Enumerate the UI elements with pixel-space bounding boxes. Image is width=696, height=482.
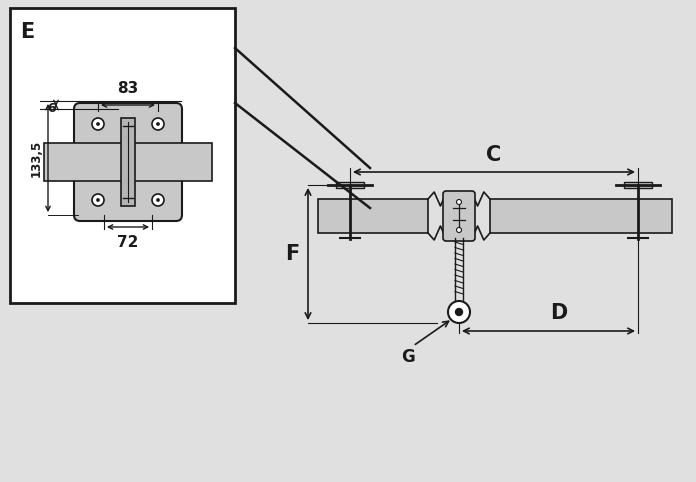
Bar: [10, 8, 235, 303]
Text: 83: 83: [118, 81, 139, 96]
FancyBboxPatch shape: [443, 191, 475, 241]
Circle shape: [97, 122, 100, 125]
Text: G: G: [401, 348, 415, 366]
Circle shape: [457, 200, 461, 204]
FancyBboxPatch shape: [74, 103, 182, 221]
Circle shape: [97, 199, 100, 201]
Text: 72: 72: [118, 235, 139, 250]
Bar: [624, 182, 652, 188]
Circle shape: [455, 308, 463, 316]
Circle shape: [157, 122, 159, 125]
Bar: [490, 199, 672, 233]
Circle shape: [457, 228, 461, 232]
Circle shape: [152, 194, 164, 206]
Bar: [318, 199, 428, 233]
Circle shape: [448, 301, 470, 323]
Bar: [336, 182, 364, 188]
Text: F: F: [285, 244, 299, 264]
Text: C: C: [487, 145, 502, 165]
Circle shape: [92, 194, 104, 206]
Bar: [44, 143, 212, 181]
Circle shape: [152, 118, 164, 130]
Text: 6: 6: [48, 102, 56, 115]
Text: 133,5: 133,5: [30, 139, 43, 176]
Text: D: D: [550, 303, 567, 323]
Bar: [121, 118, 135, 206]
Text: E: E: [20, 22, 34, 42]
Circle shape: [157, 199, 159, 201]
Circle shape: [92, 118, 104, 130]
